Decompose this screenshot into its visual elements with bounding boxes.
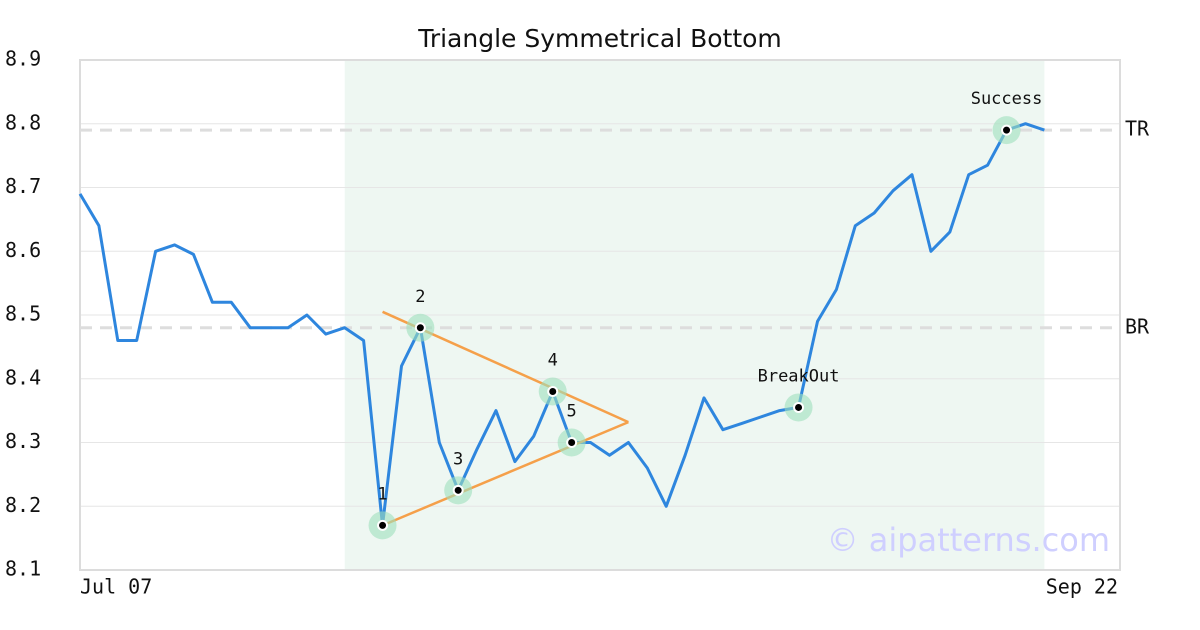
plot-frame [79,59,1121,571]
y-tick-label: 8.5 [5,302,41,326]
y-tick-label: 8.9 [5,47,41,71]
annotation-label: Success [971,89,1043,109]
y-tick-label: 8.8 [5,110,41,134]
y-tick-label: 8.6 [5,238,41,262]
annotation-label: 5 [567,402,577,422]
annotation-label: 3 [453,449,463,469]
y-tick-label: 8.3 [5,429,41,453]
chart-title: Triangle Symmetrical Bottom [417,24,782,53]
marker-dot [793,401,805,413]
reference-label: BR [1125,314,1150,338]
annotation-label: 1 [377,484,387,504]
y-tick-label: 8.4 [5,365,41,389]
watermark: © aipatterns.com [827,521,1110,559]
marker-dot [377,519,389,531]
y-tick-label: 8.7 [5,174,41,198]
annotation-label: 4 [548,351,558,371]
y-tick-label: 8.1 [5,557,41,581]
price-line [78,122,1045,527]
marker-dot [566,437,578,448]
annotation-label: 2 [415,287,425,307]
triangle-line [382,420,629,527]
reference-label: TR [1125,117,1150,141]
y-tick-label: 8.2 [5,493,41,517]
marker-dot [452,484,464,496]
marker-dot [547,386,559,397]
x-tick-label: Jul 07 [80,575,152,599]
x-tick-label: Sep 22 [1046,575,1118,599]
annotation-label: BreakOut [758,366,840,386]
marker-dot [1001,124,1013,136]
marker-dot [414,322,426,334]
